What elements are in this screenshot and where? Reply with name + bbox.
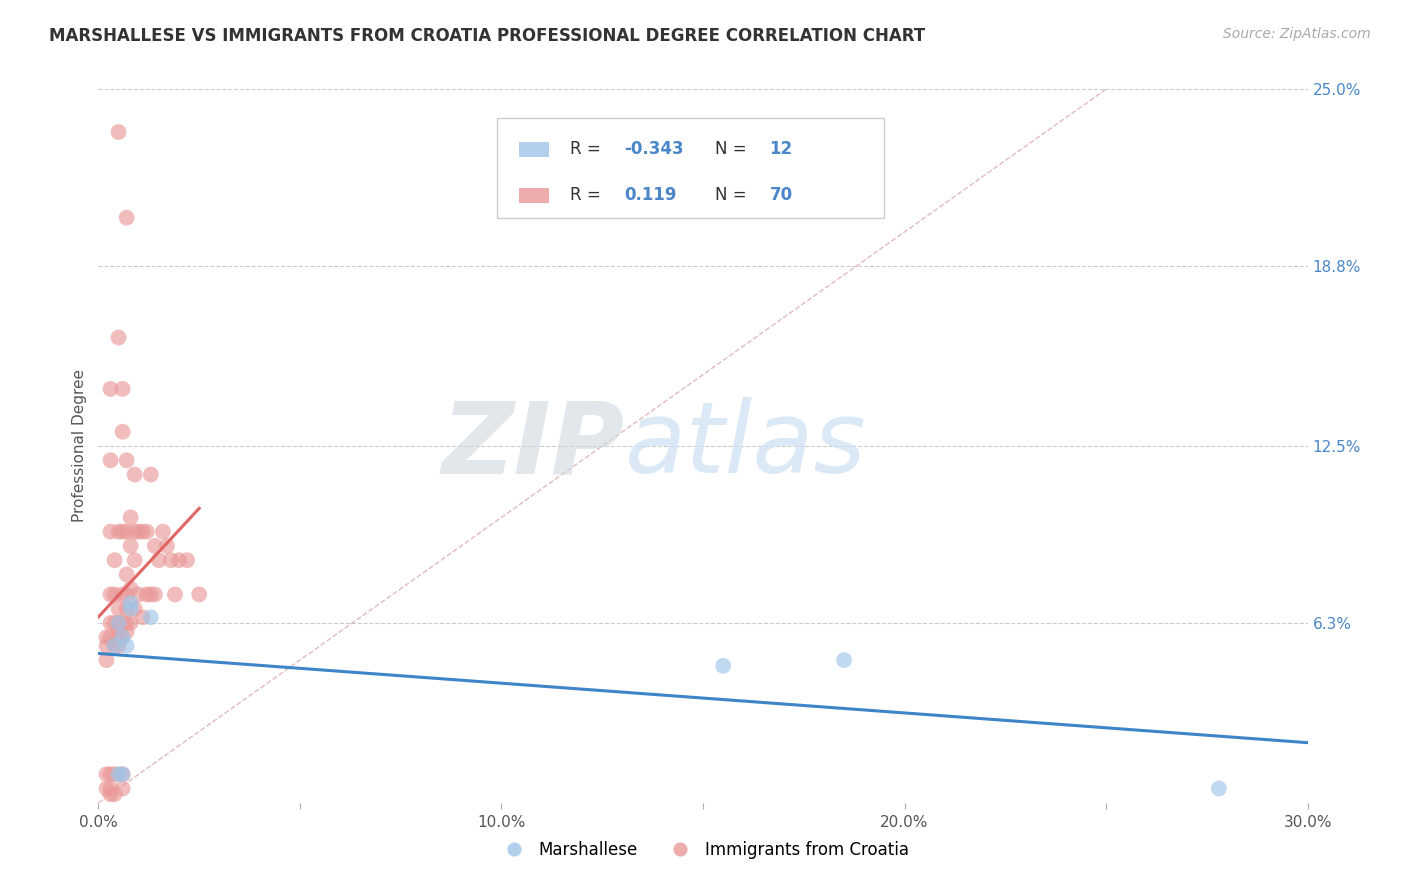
Point (103, 587, 125, 601)
Point (100, 615, 122, 630)
Point (120, 582, 142, 596)
Point (176, 553, 198, 567)
Point (1208, 781, 1230, 796)
Point (111, 382, 134, 396)
Point (135, 524, 157, 539)
Point (107, 624, 129, 639)
Point (111, 615, 134, 630)
FancyBboxPatch shape (498, 118, 884, 218)
Text: atlas: atlas (624, 398, 866, 494)
Point (160, 553, 183, 567)
Point (100, 524, 122, 539)
Point (100, 781, 122, 796)
Point (188, 587, 211, 601)
Point (111, 425, 134, 439)
Point (111, 781, 134, 796)
Point (107, 125, 129, 139)
Text: Source: ZipAtlas.com: Source: ZipAtlas.com (1223, 27, 1371, 41)
Point (107, 524, 129, 539)
Text: ZIP: ZIP (441, 398, 624, 494)
Text: N =: N = (716, 186, 752, 204)
Point (124, 524, 146, 539)
Point (124, 467, 146, 482)
Point (148, 553, 170, 567)
Point (103, 639, 125, 653)
Point (96, 653, 118, 667)
Point (120, 601, 142, 615)
Point (124, 553, 146, 567)
Text: MARSHALLESE VS IMMIGRANTS FROM CROATIA PROFESSIONAL DEGREE CORRELATION CHART: MARSHALLESE VS IMMIGRANTS FROM CROATIA P… (49, 27, 925, 45)
Point (107, 615, 129, 630)
Point (111, 767, 134, 781)
Point (107, 601, 129, 615)
Point (107, 615, 129, 630)
Point (107, 767, 129, 781)
Point (115, 524, 138, 539)
Point (139, 610, 162, 624)
Text: R =: R = (569, 186, 606, 204)
Point (163, 587, 186, 601)
Point (167, 553, 190, 567)
Legend: Marshallese, Immigrants from Croatia: Marshallese, Immigrants from Croatia (491, 835, 915, 866)
Point (107, 639, 129, 653)
Point (143, 539, 166, 553)
Point (96, 767, 118, 781)
Y-axis label: Professional Degree: Professional Degree (72, 369, 87, 523)
Point (100, 382, 122, 396)
Point (115, 624, 138, 639)
Point (152, 524, 174, 539)
Point (103, 615, 125, 630)
Point (115, 587, 138, 601)
Point (115, 639, 138, 653)
Point (139, 587, 162, 601)
Point (100, 630, 122, 644)
Text: N =: N = (716, 140, 752, 159)
Point (132, 610, 155, 624)
Point (120, 510, 142, 524)
Point (100, 767, 122, 781)
Point (120, 539, 142, 553)
Point (111, 630, 134, 644)
FancyBboxPatch shape (519, 142, 550, 157)
Point (96, 781, 118, 796)
Point (120, 615, 142, 630)
Text: 70: 70 (769, 186, 793, 204)
Point (115, 601, 138, 615)
Text: 12: 12 (769, 140, 793, 159)
Point (111, 767, 134, 781)
Point (103, 639, 125, 653)
Point (107, 330, 129, 344)
Text: -0.343: -0.343 (624, 140, 685, 159)
Point (100, 453, 122, 467)
Point (156, 539, 179, 553)
Point (103, 767, 125, 781)
Point (135, 587, 157, 601)
Point (103, 553, 125, 567)
Point (128, 524, 150, 539)
Point (832, 653, 855, 667)
Point (115, 615, 138, 630)
Point (115, 211, 138, 225)
Point (103, 787, 125, 801)
Point (711, 658, 734, 673)
Point (132, 524, 155, 539)
Point (120, 596, 142, 610)
Text: R =: R = (569, 140, 606, 159)
Point (100, 587, 122, 601)
Point (111, 630, 134, 644)
Point (139, 467, 162, 482)
Point (115, 453, 138, 467)
Point (107, 630, 129, 644)
Point (111, 524, 134, 539)
Point (124, 601, 146, 615)
Text: 0.119: 0.119 (624, 186, 676, 204)
Point (96, 639, 118, 653)
Point (100, 787, 122, 801)
FancyBboxPatch shape (519, 187, 550, 202)
Point (115, 567, 138, 582)
Point (96, 630, 118, 644)
Point (111, 587, 134, 601)
Point (128, 587, 150, 601)
Point (143, 587, 166, 601)
